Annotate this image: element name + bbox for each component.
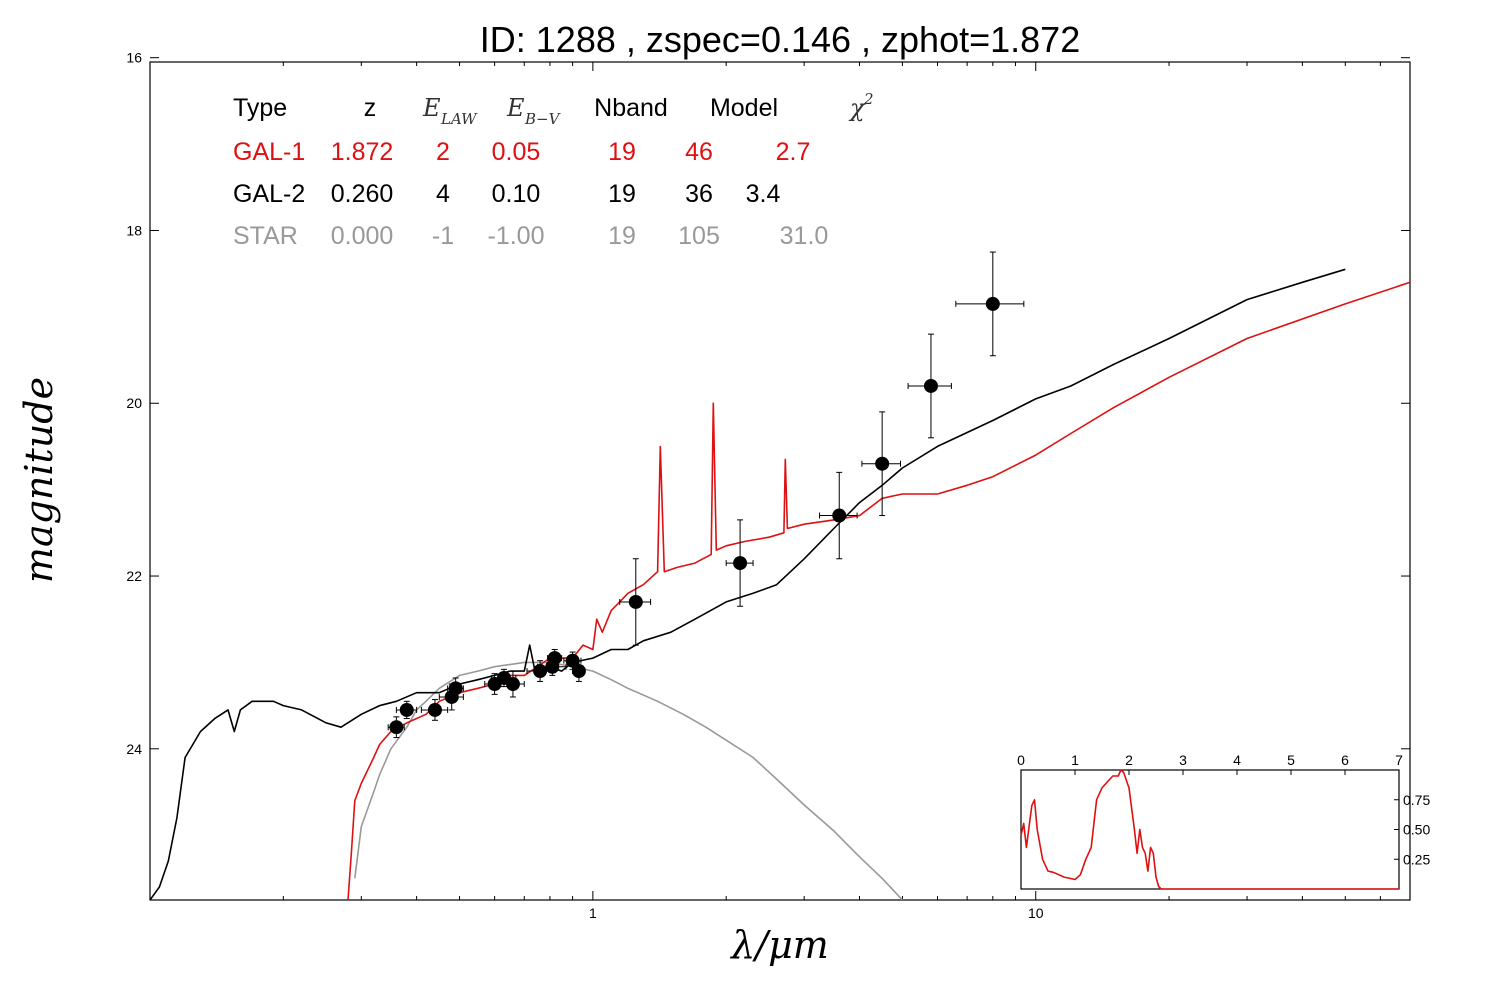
table-cell-elaw: -1 (432, 222, 454, 250)
inset-y-tick-label: 0.25 (1403, 851, 1430, 867)
table-header-nband: Nband (594, 94, 668, 122)
photometry-point (447, 677, 464, 700)
table-header-model: Model (710, 94, 778, 122)
table-header-type: Type (233, 94, 287, 122)
photometry-point (907, 333, 952, 439)
x-axis-ticks: 1 10 (149, 62, 1411, 921)
table-header-elaw: E (422, 94, 441, 122)
data-point-marker (448, 681, 463, 696)
table-cell-z: 0.000 (331, 222, 394, 250)
y-tick-label: 20 (126, 395, 142, 411)
photometry-point (387, 716, 405, 739)
photometry-point (547, 648, 563, 668)
table-cell-model: 105 (678, 222, 720, 250)
data-point-marker (533, 664, 548, 679)
inset-x-tick-label: 5 (1287, 752, 1295, 768)
photometry-point (500, 670, 525, 698)
sed-curve-star (354, 661, 903, 900)
table-cell-nband: 19 (608, 222, 636, 250)
plot-frame (149, 61, 1411, 901)
table-cell-model: 46 (685, 138, 713, 166)
inset-x-tick-label: 6 (1341, 752, 1349, 768)
table-cell-elaw: 4 (436, 180, 450, 208)
inset-border (1020, 769, 1400, 890)
inset-y-tick-label: 0.75 (1403, 792, 1430, 808)
inset-y-tick-label: 0.50 (1403, 822, 1430, 838)
table-cell-ebv: 0.05 (492, 138, 541, 166)
chart-title: ID: 1288 , zspec=0.146 , zphot=1.872 (480, 19, 1080, 60)
data-point-marker (389, 720, 404, 735)
table-cell-chi2: 2.7 (776, 138, 811, 166)
inset-x-tick-label: 2 (1125, 752, 1133, 768)
photometry-point (725, 519, 754, 607)
photometry-point (819, 471, 858, 560)
table-cell-z: 1.872 (331, 138, 394, 166)
data-point-marker (733, 556, 748, 571)
y-tick-label: 18 (126, 222, 142, 238)
data-point-marker (427, 702, 442, 717)
sed-curve-gal1 (347, 281, 1410, 900)
data-point-marker (565, 653, 580, 668)
data-point-marker (571, 664, 586, 679)
data-point-marker (923, 378, 938, 393)
inset-x-tick-label: 3 (1179, 752, 1187, 768)
data-point-marker (547, 651, 562, 666)
table-cell-nband: 19 (608, 138, 636, 166)
data-point-marker (505, 677, 520, 692)
y-tick-label: 16 (126, 50, 142, 66)
plot-border (149, 61, 1411, 901)
photometry-point (861, 411, 901, 517)
table-cell-ebv: 0.10 (492, 180, 541, 208)
inset-x-tick-label: 1 (1071, 752, 1079, 768)
table-cell-chi2: 31.0 (780, 222, 829, 250)
table-header-elaw-sub: LAW (440, 110, 478, 128)
data-point-marker (628, 594, 643, 609)
x-tick-label: 1 (589, 905, 597, 921)
photometry-point (571, 660, 586, 682)
table-header-chi2-sup: 2 (863, 90, 874, 108)
y-tick-label: 24 (126, 741, 142, 757)
y-tick-label: 22 (126, 568, 142, 584)
photometry-point (420, 699, 449, 721)
table-header-ebv-sub: B−V (524, 110, 562, 128)
inset-pdf-curve (1020, 769, 1399, 890)
inset-x-tick-label: 4 (1233, 752, 1241, 768)
data-point-marker (875, 456, 890, 471)
table-cell-type: STAR (233, 222, 298, 250)
data-point-marker (399, 702, 414, 717)
x-tick-label: 10 (1028, 905, 1044, 921)
sed-curve-gal2 (150, 268, 1346, 900)
table-cell-ebv: -1.00 (488, 222, 545, 250)
x-axis-label: λ/μm (729, 923, 829, 967)
table-cell-type: GAL-1 (233, 138, 305, 166)
table-cell-z: 0.260 (331, 180, 394, 208)
table-header-ebv: E (506, 94, 525, 122)
y-axis-label: magnitude (17, 377, 61, 583)
table-header-z: z (364, 94, 377, 122)
photometry-layer (387, 251, 1025, 739)
table-cell-chi2: 3.4 (746, 180, 781, 208)
table-cell-elaw: 2 (436, 138, 450, 166)
table-cell-nband: 19 (608, 180, 636, 208)
table-cell-type: GAL-2 (233, 180, 305, 208)
table-cell-model: 36 (685, 180, 713, 208)
photometry-point (619, 558, 652, 646)
inset-x-tick-label: 0 (1017, 752, 1025, 768)
data-point-marker (832, 508, 847, 523)
table-header-chi2: χ (848, 94, 866, 122)
redshift-pdf-inset: 0 1 2 3 4 5 6 7 0.25 0.50 0.75 (1017, 752, 1430, 890)
inset-x-tick-label: 7 (1395, 752, 1403, 768)
photometry-point (955, 251, 1025, 357)
data-point-marker (985, 296, 1000, 311)
photometry-point (395, 700, 418, 720)
